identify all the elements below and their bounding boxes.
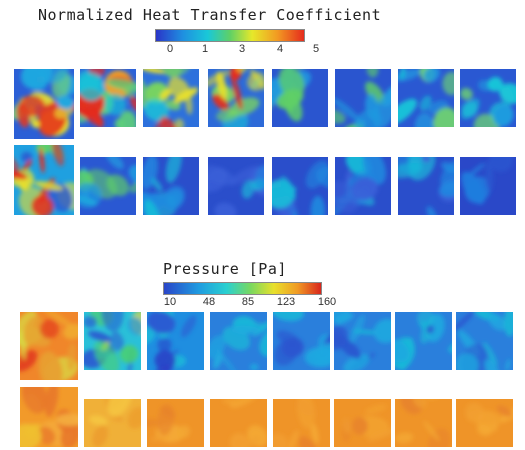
pressure-panel-row2-6 [334,399,391,447]
pressure-panel-row1-1 [20,312,78,380]
htc-panel-row2-1 [14,145,74,215]
pressure-tick-4: 160 [317,296,337,308]
htc-panel-row2-6 [335,157,391,215]
pressure-panel-row1-2 [84,312,141,370]
pressure-tick-3: 123 [276,296,296,308]
htc-tick-0: 0 [166,43,174,55]
pressure-panel-row1-7 [395,312,452,370]
pressure-panel-row2-8 [456,399,513,447]
htc-panel-row2-2 [80,157,136,215]
htc-panel-row1-5 [272,69,328,127]
pressure-panel-row1-3 [147,312,204,370]
htc-tick-4: 5 [312,43,320,55]
pressure-title: Pressure [Pa] [163,260,287,278]
htc-tick-1: 1 [201,43,209,55]
htc-panel-row2-7 [398,157,454,215]
htc-panel-row1-8 [460,69,516,127]
pressure-panel-row2-2 [84,399,141,447]
htc-colorbar [155,29,305,42]
pressure-panel-row1-4 [210,312,267,370]
pressure-panel-row1-5 [273,312,330,370]
pressure-panel-row2-5 [273,399,330,447]
htc-panel-row1-6 [335,69,391,127]
htc-panel-row2-5 [272,157,328,215]
pressure-colorbar [163,282,322,295]
pressure-tick-2: 85 [241,296,255,308]
htc-title: Normalized Heat Transfer Coefficient [38,6,382,24]
htc-panel-row1-4 [208,69,264,127]
htc-panel-row2-4 [208,157,264,215]
pressure-panel-row1-6 [334,312,391,370]
pressure-tick-1: 48 [202,296,216,308]
htc-panel-row1-7 [398,69,454,127]
pressure-panel-row2-4 [210,399,267,447]
pressure-tick-0: 10 [163,296,177,308]
htc-panel-row1-1 [14,69,74,139]
htc-tick-2: 3 [238,43,246,55]
htc-panel-row2-8 [460,157,516,215]
pressure-panel-row2-7 [395,399,452,447]
htc-panel-row1-3 [143,69,199,127]
pressure-panel-row2-1 [20,387,78,447]
pressure-panel-row1-8 [456,312,513,370]
pressure-panel-row2-3 [147,399,204,447]
htc-panel-row2-3 [143,157,199,215]
htc-panel-row1-2 [80,69,136,127]
htc-tick-3: 4 [276,43,284,55]
